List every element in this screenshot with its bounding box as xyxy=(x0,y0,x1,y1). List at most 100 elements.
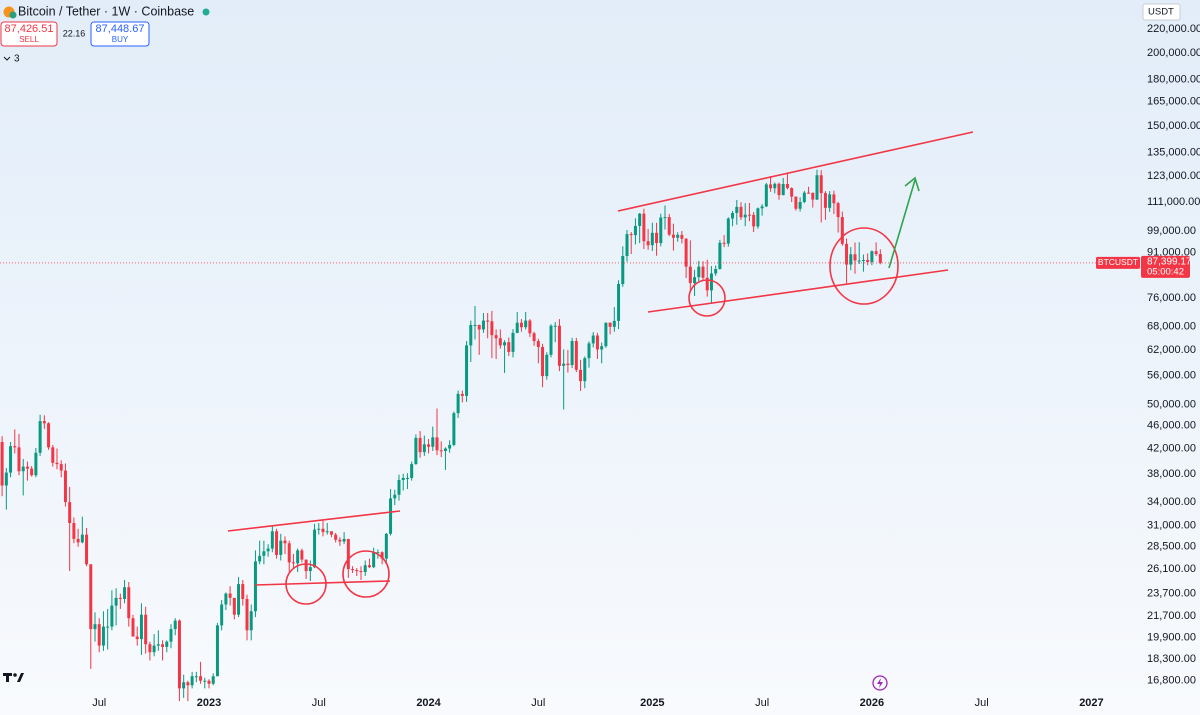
candle-body xyxy=(473,324,477,326)
candle-body xyxy=(427,444,431,447)
candle-body xyxy=(220,604,224,626)
candle-body xyxy=(756,208,760,227)
candle-body xyxy=(490,321,494,336)
candle-body xyxy=(870,251,874,262)
y-tick-label: 68,000.00 xyxy=(1147,320,1196,332)
candle-body xyxy=(144,614,148,645)
candle-body xyxy=(42,421,46,424)
candle-body xyxy=(215,625,219,677)
spread: 22.16 xyxy=(63,28,86,38)
y-tick-label: 38,000.00 xyxy=(1147,468,1196,480)
candle-body xyxy=(169,629,173,642)
axes: 16,800.00 18,300.00 19,900.00 21,700.00 23,7… xyxy=(0,23,1200,709)
price-tag xyxy=(1141,255,1190,278)
candle-body xyxy=(714,269,718,274)
candle-body xyxy=(435,437,439,451)
candle-body xyxy=(334,534,338,540)
indicator-count[interactable]: 3 xyxy=(14,54,20,65)
sell-label[interactable]: SELL xyxy=(19,35,39,44)
candle-body xyxy=(228,593,232,598)
arrow-head xyxy=(904,176,920,192)
candle-body xyxy=(878,254,882,263)
candle-body xyxy=(705,277,709,291)
candle-body xyxy=(866,259,870,262)
y-tick-label: 23,700.00 xyxy=(1147,587,1196,599)
x-tick-label: 2025 xyxy=(640,697,664,709)
candle-body xyxy=(249,611,253,631)
candle-body xyxy=(300,550,304,560)
circle-highlight xyxy=(342,550,390,598)
candle-body xyxy=(747,214,751,216)
candle-body xyxy=(89,564,93,630)
y-tick-label: 34,000.00 xyxy=(1147,496,1196,508)
candle-body xyxy=(553,325,557,327)
y-tick-label: 62,000.00 xyxy=(1147,344,1196,356)
sell-price[interactable]: 87,426.51 xyxy=(5,23,54,35)
collapse-toggle[interactable] xyxy=(3,56,11,61)
circle-highlight xyxy=(829,227,899,305)
candle-body xyxy=(676,234,680,238)
candle-body xyxy=(34,452,38,476)
buy-label[interactable]: BUY xyxy=(112,35,129,44)
y-tick-label: 135,000.00 xyxy=(1147,147,1200,159)
candle-body xyxy=(279,540,283,555)
candle-body xyxy=(456,393,460,414)
candle-body xyxy=(59,464,63,471)
buy-price[interactable]: 87,448.67 xyxy=(96,23,145,35)
candle-body xyxy=(321,528,325,533)
candle-body xyxy=(532,333,536,342)
candle-body xyxy=(372,552,376,568)
candle-body xyxy=(562,363,566,366)
x-tick-label: Jul xyxy=(312,697,326,709)
candle-body xyxy=(667,217,671,235)
y-tick-label: 220,000.00 xyxy=(1147,23,1200,35)
candle-body xyxy=(486,320,490,322)
candle-body xyxy=(524,320,528,328)
trend-line xyxy=(647,269,949,313)
candle-body xyxy=(161,644,165,647)
candle-body xyxy=(25,466,29,469)
tradingview-logo xyxy=(3,673,24,682)
candle-body xyxy=(76,538,80,543)
y-tick-label: 165,000.00 xyxy=(1147,96,1200,108)
candle-body xyxy=(549,325,553,355)
candle-body xyxy=(422,444,426,453)
candle-body xyxy=(849,254,853,265)
candle-body xyxy=(346,538,350,570)
symbol-title: Bitcoin / Tether · 1W · Coinbase xyxy=(18,4,194,18)
candle-body xyxy=(519,322,523,328)
candle-body xyxy=(646,241,650,246)
header: Bitcoin / Tether · 1W · Coinbase 87,426.… xyxy=(0,4,210,65)
candle-body xyxy=(671,234,675,238)
candle-body xyxy=(448,444,452,449)
candle-body xyxy=(591,335,595,344)
candle-body xyxy=(777,183,781,196)
logo-part xyxy=(13,673,17,677)
candle-body xyxy=(481,320,485,330)
candle-body xyxy=(308,567,312,572)
candle-body xyxy=(836,203,840,218)
candle-body xyxy=(823,193,827,208)
y-tick-label: 123,000.00 xyxy=(1147,170,1200,182)
candle-body xyxy=(688,266,692,284)
candle-body xyxy=(135,636,139,640)
candle-body xyxy=(574,341,578,370)
buy-button[interactable] xyxy=(90,21,150,47)
candle-body xyxy=(760,206,764,209)
currency[interactable]: USDT xyxy=(1148,7,1174,18)
candle-body xyxy=(72,523,76,539)
candle-body xyxy=(114,597,118,606)
events-icon[interactable] xyxy=(872,675,888,691)
price-tag-value: 87,399.17 xyxy=(1147,256,1192,267)
y-tick-label: 200,000.00 xyxy=(1147,47,1200,59)
y-tick-label: 42,000.00 xyxy=(1147,442,1196,454)
events-icon[interactable] xyxy=(877,678,883,688)
currency-selector[interactable] xyxy=(1142,3,1181,21)
candle-body xyxy=(401,477,405,480)
logo-part xyxy=(17,673,24,682)
candle-body xyxy=(663,217,667,219)
candle-body xyxy=(21,466,25,472)
candle-body xyxy=(211,676,215,684)
candle-body xyxy=(726,218,730,244)
sell-button[interactable] xyxy=(0,21,58,47)
